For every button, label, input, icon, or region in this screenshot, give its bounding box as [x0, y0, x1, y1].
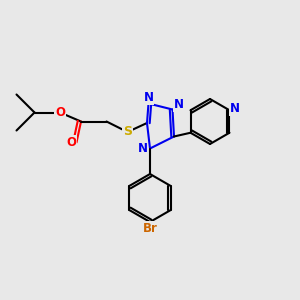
- Text: O: O: [55, 106, 65, 119]
- Text: N: N: [137, 142, 148, 155]
- Text: N: N: [173, 98, 184, 112]
- Text: N: N: [143, 91, 154, 104]
- Text: N: N: [230, 102, 240, 115]
- Text: O: O: [66, 136, 76, 149]
- Text: S: S: [123, 125, 132, 139]
- Text: Br: Br: [142, 222, 158, 235]
